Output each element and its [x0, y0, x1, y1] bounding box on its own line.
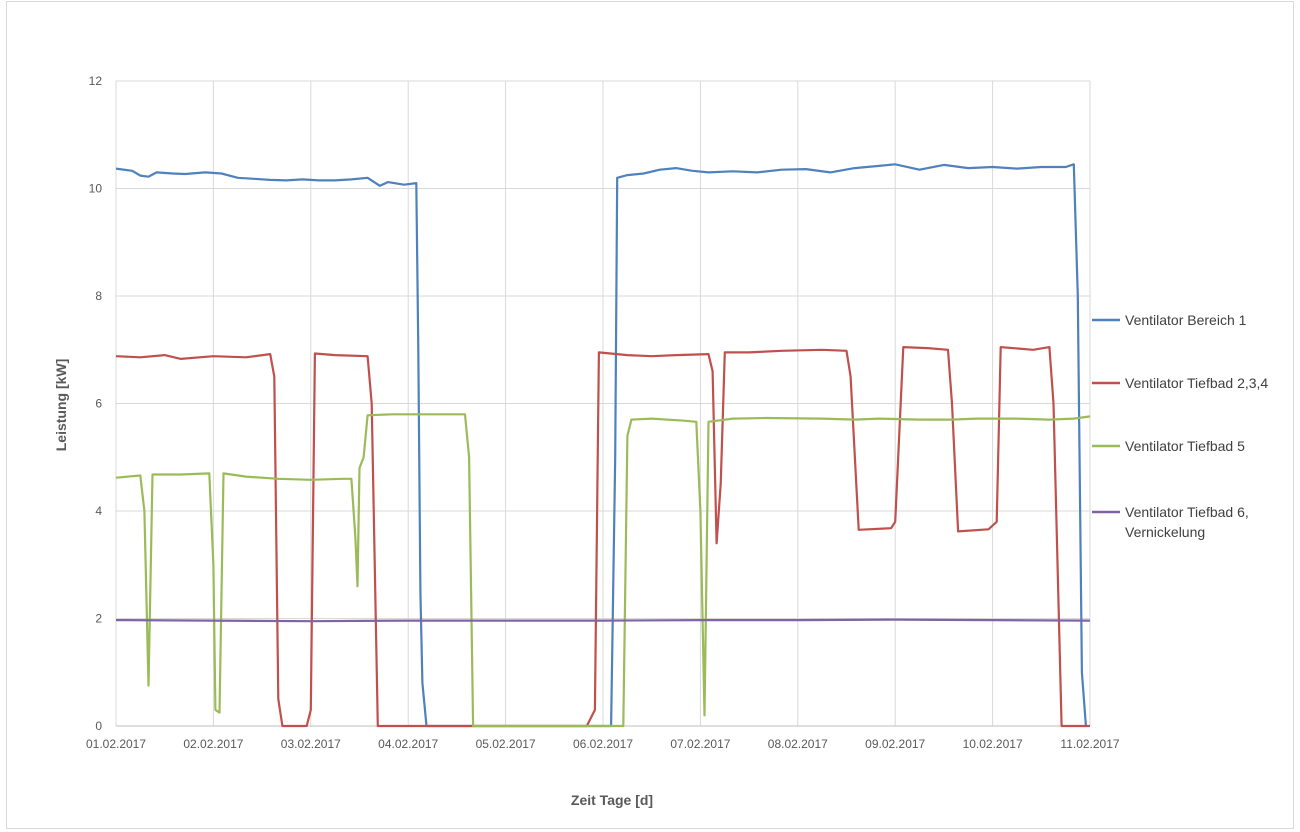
y-tick-label: 8	[95, 289, 102, 303]
x-tick-label: 04.02.2017	[378, 737, 438, 751]
y-tick-label: 0	[95, 719, 102, 733]
series-layer	[115, 163, 1091, 728]
x-tick-label: 07.02.2017	[670, 737, 730, 751]
y-tick-label: 6	[95, 397, 102, 411]
x-tick-label: 10.02.2017	[963, 737, 1023, 751]
legend-label: Ventilator Tiefbad 6, Vernickelung	[1125, 504, 1249, 540]
x-tick-label: 09.02.2017	[865, 737, 925, 751]
y-tick-label: 12	[89, 74, 103, 88]
legend-label: Ventilator Bereich 1	[1125, 312, 1247, 328]
x-axis-title: Zeit Tage [d]	[571, 792, 653, 808]
x-tick-label: 11.02.2017	[1060, 737, 1119, 751]
x-tick-label: 06.02.2017	[573, 737, 633, 751]
y-tick-label: 2	[95, 612, 102, 626]
series-line-2	[115, 346, 1090, 728]
series-line-1	[115, 163, 1087, 728]
legend: Ventilator Bereich 1 Ventilator Tiefbad 2…	[1092, 312, 1268, 540]
series-line-3	[115, 413, 1091, 728]
tick-labels: 0 2 4 6 8 10 12 01.02.2017 02.02.2017 03.02.2017 0…	[86, 74, 1120, 751]
x-tick-label: 05.02.2017	[476, 737, 536, 751]
grid-layer	[115, 80, 1091, 727]
legend-label: Ventilator Tiefbad 2,3,4	[1125, 375, 1268, 391]
y-axis-title: Leistung [kW]	[53, 359, 69, 452]
x-tick-label: 08.02.2017	[768, 737, 828, 751]
x-tick-label: 01.02.2017	[86, 737, 146, 751]
legend-label: Ventilator Tiefbad 5	[1125, 438, 1245, 454]
y-tick-label: 4	[95, 504, 102, 518]
y-tick-label: 10	[89, 182, 103, 196]
series-line-4	[115, 618, 1091, 623]
x-tick-label: 02.02.2017	[183, 737, 243, 751]
x-tick-label: 03.02.2017	[281, 737, 341, 751]
